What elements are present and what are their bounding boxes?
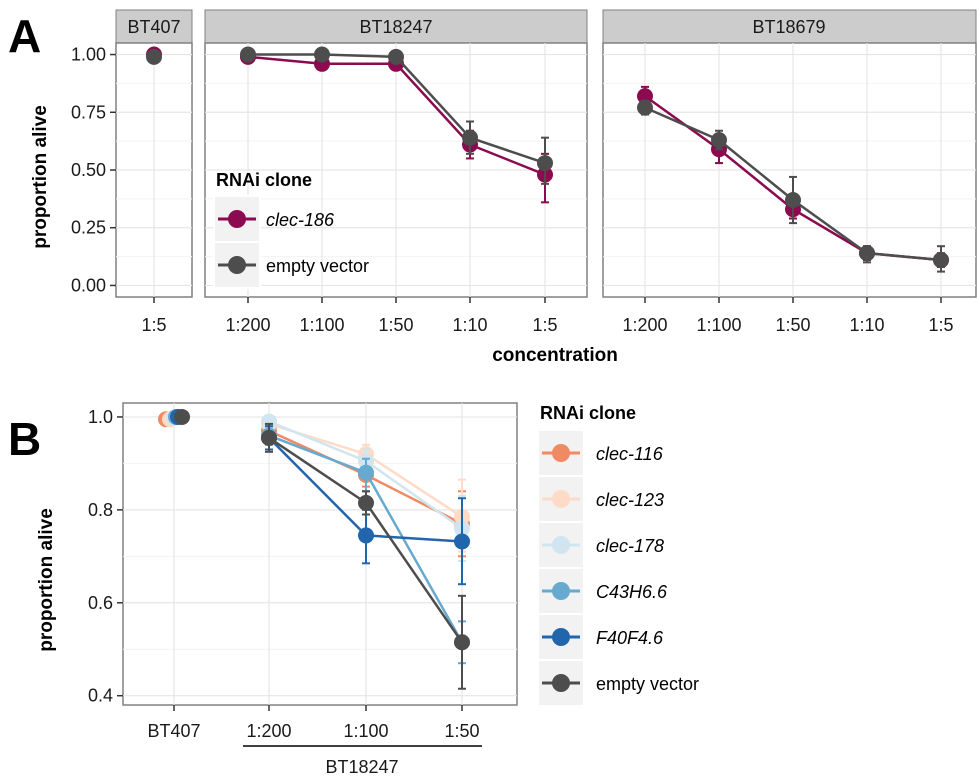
legend-key-clec-123: [537, 475, 585, 523]
legend-key-f40f4-6: [537, 613, 585, 661]
panel-label-b: B: [8, 413, 41, 465]
legend-key-empty-vector: [213, 241, 261, 289]
legend-title: RNAi clone: [540, 403, 636, 423]
x-tick-label: 1:200: [246, 721, 291, 741]
x-tick-label: 1:200: [225, 315, 270, 335]
data-point: [454, 634, 470, 651]
facet-plot-area: [602, 42, 977, 298]
y-tick-label: 1.00: [71, 45, 106, 65]
legend-key-clec-178: [537, 521, 585, 569]
x-tick-label: 1:200: [622, 315, 667, 335]
facet-strip-label: BT18679: [752, 17, 825, 37]
panel-b-group-label: BT18247: [325, 757, 398, 777]
panel-b-y-axis-title: proportion alive: [36, 508, 57, 652]
y-tick-label: 1.0: [88, 407, 113, 427]
x-tick-label: 1:5: [928, 315, 953, 335]
panel-a-marks: [146, 46, 949, 273]
x-tick-label: 1:5: [532, 315, 557, 335]
panel-a-facet-bt407: BT407 1:5: [115, 9, 193, 335]
x-tick-label: 1:50: [378, 315, 413, 335]
data-point: [174, 408, 190, 425]
legend-label-clec-123: clec-123: [596, 490, 664, 510]
data-point: [240, 46, 256, 63]
legend-label-clec-116: clec-116: [596, 444, 664, 464]
x-tick-label: 1:5: [141, 315, 166, 335]
legend-label-f40f4-6: F40F4.6: [596, 628, 664, 648]
y-tick-label: 0.00: [71, 275, 106, 295]
plot-area: [122, 402, 518, 706]
legend-label-empty-vector: empty vector: [266, 256, 369, 276]
panel-a-facet-bt18247: BT18247 1:200 1:100 1:50 1:10 1:5: [204, 9, 588, 335]
x-tick-label: 1:10: [849, 315, 884, 335]
data-point: [637, 99, 653, 116]
legend-key-empty-vector: [537, 659, 585, 707]
data-point: [537, 155, 553, 172]
legend-label-c43h6-6: C43H6.6: [596, 582, 668, 602]
y-tick-label: 0.50: [71, 160, 106, 180]
data-point: [388, 48, 404, 65]
data-point: [859, 245, 875, 262]
data-point: [462, 129, 478, 146]
legend-label-clec-178: clec-178: [596, 536, 664, 556]
x-tick-label: 1:10: [452, 315, 487, 335]
data-point: [261, 429, 277, 446]
facet-strip: [115, 9, 193, 44]
facet-plot-area: [204, 42, 588, 298]
panel-a-y-axis-title: proportion alive: [30, 105, 51, 249]
legend-key-clec-186: [213, 195, 261, 243]
legend-label-clec-186: clec-186: [266, 210, 335, 230]
facet-strip-label: BT407: [127, 17, 180, 37]
data-point: [314, 46, 330, 63]
panel-b-plot: 0.4 0.6 0.8 1.0 BT407 1:200 1:100 1:50: [88, 402, 518, 741]
panel-label-a: A: [8, 10, 41, 62]
panel-a-facet-bt18679: BT18679 1:200 1:100 1:50 1:10 1:5: [602, 9, 977, 335]
y-tick-label: 0.75: [71, 102, 106, 122]
y-tick-label: 0.4: [88, 686, 113, 706]
facet-plot-area: [115, 42, 193, 298]
series-empty-vector: [174, 408, 470, 690]
data-point: [358, 464, 374, 481]
data-point: [146, 48, 162, 65]
data-point: [785, 192, 801, 209]
series-empty-vector: [146, 46, 949, 273]
x-tick-label: 1:50: [444, 721, 479, 741]
panel-b-legend: RNAi clone clec-116 clec-123 clec-178 C43H6…: [537, 403, 699, 707]
y-tick-label: 0.6: [88, 593, 113, 613]
x-tick-label: 1:50: [775, 315, 810, 335]
data-point: [711, 131, 727, 148]
y-tick-label: 0.8: [88, 500, 113, 520]
x-tick-label: 1:100: [299, 315, 344, 335]
panel-a-x-axis-title: concentration: [492, 345, 618, 366]
legend-key-c43h6-6: [537, 567, 585, 615]
legend-label-empty-vector: empty vector: [596, 674, 699, 694]
facet-strip-label: BT18247: [359, 17, 432, 37]
x-tick-label: BT407: [147, 721, 200, 741]
facet-strip: [204, 9, 588, 44]
data-point: [358, 494, 374, 511]
x-tick-label: 1:100: [696, 315, 741, 335]
x-tick-label: 1:100: [343, 721, 388, 741]
data-point: [933, 252, 949, 269]
legend-title: RNAi clone: [216, 170, 312, 190]
panel-a-y-axis: 0.00 0.25 0.50 0.75 1.00: [71, 45, 116, 295]
panel-a-legend: RNAi clone clec-186 empty vector: [213, 170, 369, 289]
legend-key-clec-116: [537, 429, 585, 477]
data-point: [358, 527, 374, 544]
data-point: [454, 533, 470, 550]
y-tick-label: 0.25: [71, 218, 106, 238]
